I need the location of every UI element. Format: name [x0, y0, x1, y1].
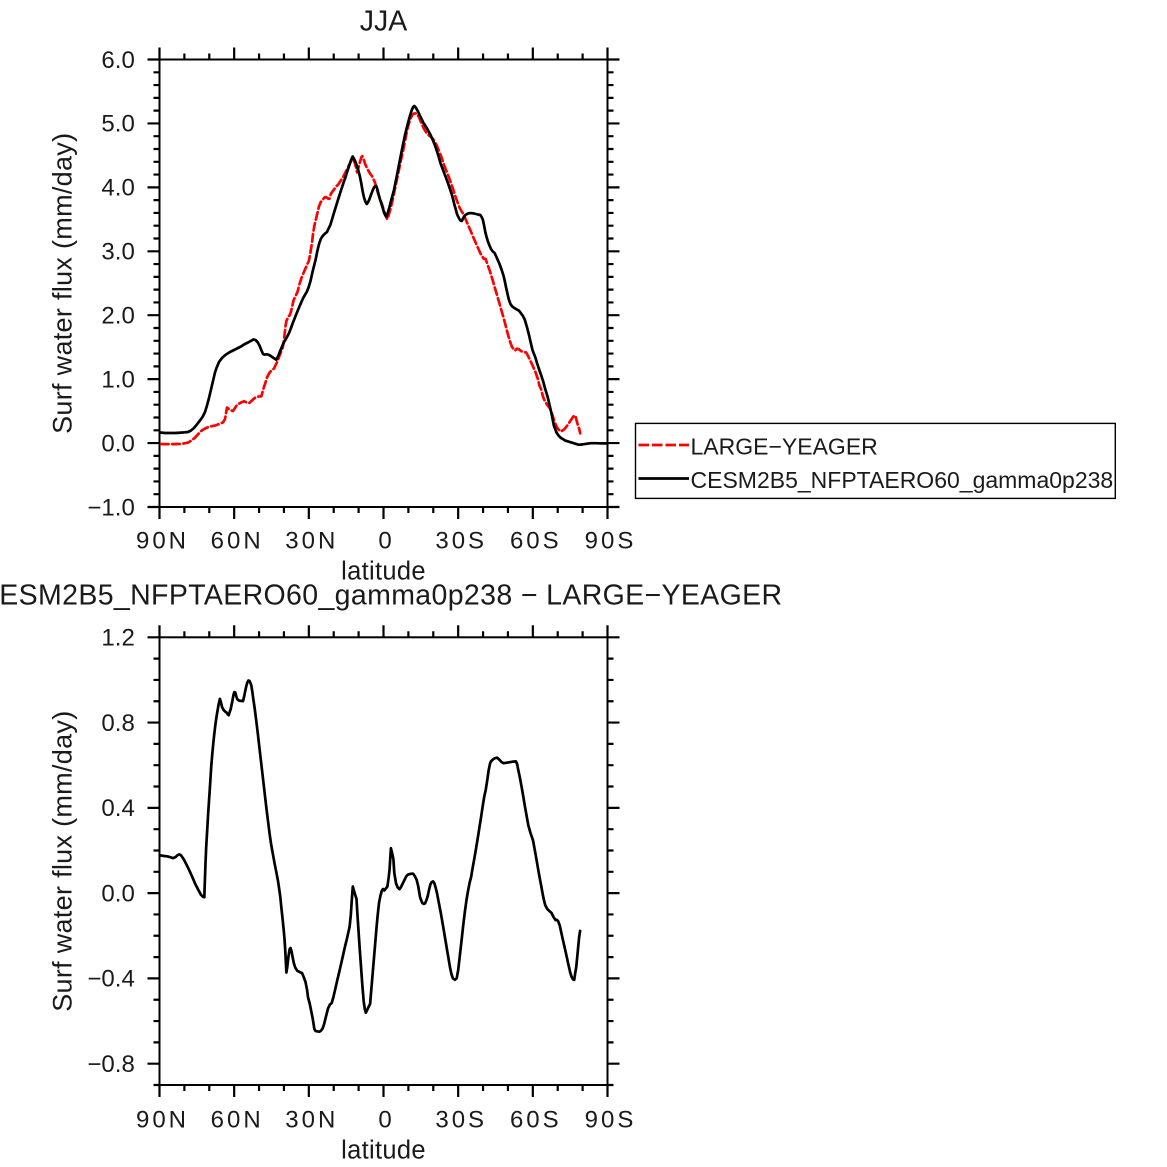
svg-text:−0.4: −0.4: [87, 966, 134, 993]
svg-text:CESM2B5_NFPTAERO60_gamma0p238: CESM2B5_NFPTAERO60_gamma0p238 − LARGE−YE…: [0, 580, 782, 612]
svg-text:−1.0: −1.0: [87, 494, 134, 521]
svg-text:4.0: 4.0: [101, 175, 134, 202]
svg-text:LARGE−YEAGER: LARGE−YEAGER: [691, 433, 878, 459]
svg-text:30N: 30N: [285, 1107, 338, 1134]
svg-text:90S: 90S: [585, 1107, 637, 1134]
svg-text:latitude: latitude: [341, 557, 426, 585]
svg-text:0: 0: [378, 1107, 394, 1134]
svg-text:90N: 90N: [136, 528, 189, 555]
svg-text:0.4: 0.4: [101, 795, 134, 822]
svg-text:60S: 60S: [510, 528, 562, 555]
svg-text:−0.8: −0.8: [87, 1051, 134, 1078]
svg-text:3.0: 3.0: [101, 239, 134, 266]
svg-text:30N: 30N: [285, 528, 338, 555]
svg-text:0.8: 0.8: [101, 710, 134, 737]
svg-text:Surf water flux (mm/day): Surf water flux (mm/day): [47, 133, 77, 434]
svg-text:2.0: 2.0: [101, 303, 134, 330]
svg-text:60N: 60N: [211, 1107, 264, 1134]
svg-text:CESM2B5_NFPTAERO60_gamma0p238: CESM2B5_NFPTAERO60_gamma0p238: [691, 467, 1114, 493]
svg-text:30S: 30S: [435, 1107, 487, 1134]
svg-text:60S: 60S: [510, 1107, 562, 1134]
svg-text:1.0: 1.0: [101, 366, 134, 393]
svg-text:Surf water flux (mm/day): Surf water flux (mm/day): [47, 711, 77, 1012]
svg-text:60N: 60N: [211, 528, 264, 555]
svg-text:latitude: latitude: [341, 1137, 426, 1165]
svg-text:0: 0: [378, 528, 394, 555]
svg-text:0.0: 0.0: [101, 430, 134, 457]
svg-text:1.2: 1.2: [101, 625, 134, 652]
svg-text:30S: 30S: [435, 528, 487, 555]
svg-text:90S: 90S: [585, 528, 637, 555]
svg-text:0.0: 0.0: [101, 880, 134, 907]
svg-text:90N: 90N: [136, 1107, 189, 1134]
svg-text:5.0: 5.0: [101, 111, 134, 138]
svg-text:6.0: 6.0: [101, 47, 134, 74]
svg-text:JJA: JJA: [360, 6, 408, 38]
